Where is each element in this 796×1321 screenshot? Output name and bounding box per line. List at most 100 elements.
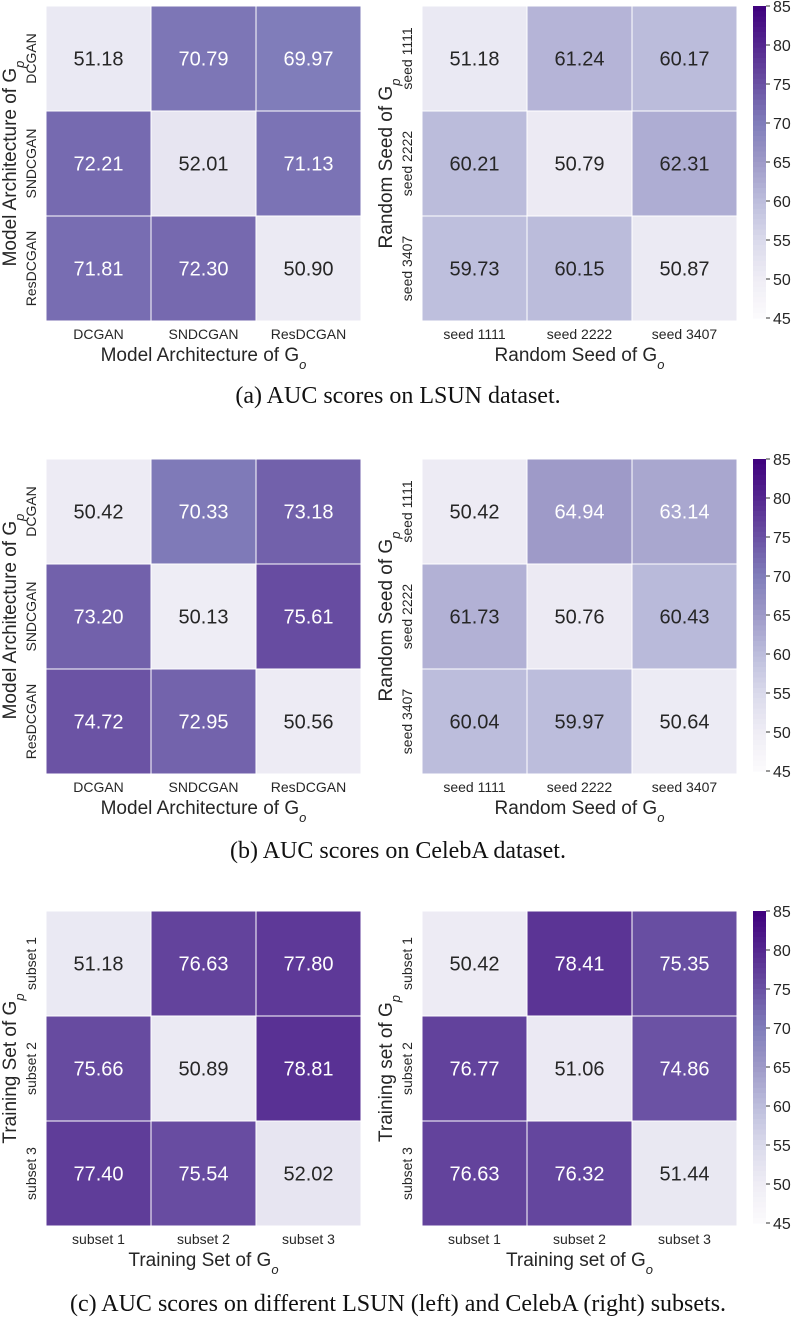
colorbar-segment xyxy=(753,963,766,969)
x-axis-label: Random Seed of Go xyxy=(495,798,665,825)
heatmap-cell xyxy=(255,215,362,322)
heatmap-cell xyxy=(150,563,257,670)
colorbar-segment xyxy=(753,739,766,746)
colorbar-segment xyxy=(753,214,766,220)
x-axis-label: Model Architecture of Go xyxy=(101,345,307,372)
colorbar-segment xyxy=(753,307,766,314)
colorbar-tick-label: 75 xyxy=(773,530,791,547)
heatmap-cell xyxy=(631,910,738,1017)
colorbar-segment xyxy=(753,542,766,548)
colorbar-segment xyxy=(753,1051,766,1058)
cell-value-label: 52.02 xyxy=(283,1164,333,1186)
heatmap-cell xyxy=(150,1120,257,1227)
cell-value-label: 77.40 xyxy=(73,1164,123,1186)
heatmap-cell xyxy=(631,563,738,670)
colorbar-segment xyxy=(753,208,766,215)
y-tick-label: seed 1111 xyxy=(399,480,415,542)
colorbar-segment xyxy=(753,750,766,756)
heatmap-cell xyxy=(255,910,362,1017)
cell-value-label: 50.90 xyxy=(283,259,333,281)
colorbar-segment xyxy=(753,563,766,569)
x-tick-label: DCGAN xyxy=(73,779,124,795)
cell-value-label: 70.79 xyxy=(178,49,228,71)
colorbar-tick-label: 80 xyxy=(773,38,791,55)
colorbar-segment xyxy=(753,1191,766,1198)
x-tick-label: subset 1 xyxy=(448,1231,501,1247)
colorbar-segment xyxy=(753,635,766,642)
x-tick-label: SNDCGAN xyxy=(168,326,238,342)
heatmap-cell xyxy=(421,110,528,217)
colorbar-segment xyxy=(753,719,766,725)
x-tick-label: seed 3407 xyxy=(652,779,718,795)
x-tick-label: subset 1 xyxy=(72,1231,125,1247)
colorbar-segment xyxy=(753,177,766,184)
colorbar-segment xyxy=(753,193,766,199)
colorbar-segment xyxy=(753,968,766,974)
colorbar-segment xyxy=(753,1181,766,1188)
y-tick-label: subset 1 xyxy=(399,937,415,990)
colorbar-segment xyxy=(753,136,766,142)
y-tick-label: seed 2222 xyxy=(399,584,415,650)
colorbar-tick-label: 55 xyxy=(773,1138,791,1155)
x-tick-label: seed 2222 xyxy=(547,326,613,342)
colorbar-tick-label: 85 xyxy=(773,0,791,16)
heatmap-cell xyxy=(45,910,152,1017)
cell-value-label: 50.87 xyxy=(659,259,709,281)
colorbar-segment xyxy=(753,1061,766,1068)
colorbar-segment xyxy=(753,312,766,319)
colorbar-segment xyxy=(753,120,766,127)
colorbar-segment xyxy=(753,146,766,153)
x-tick-label: subset 2 xyxy=(553,1231,606,1247)
cell-value-label: 51.18 xyxy=(449,49,499,71)
heatmap-cell xyxy=(421,910,528,1017)
colorbar-segment xyxy=(753,547,766,554)
colorbar-segment xyxy=(753,661,766,668)
colorbar-segment xyxy=(753,1046,766,1052)
cell-value-label: 50.42 xyxy=(73,502,123,524)
x-tick-label: DCGAN xyxy=(73,326,124,342)
colorbar-segment xyxy=(753,745,766,751)
cell-value-label: 72.95 xyxy=(178,712,228,734)
colorbar-segment xyxy=(753,630,766,637)
y-tick-label: subset 3 xyxy=(399,1147,415,1200)
colorbar-segment xyxy=(753,604,766,611)
colorbar-segment xyxy=(753,1119,766,1125)
colorbar-segment xyxy=(753,1015,766,1021)
colorbar-segment xyxy=(753,1108,766,1115)
colorbar-segment xyxy=(753,1197,766,1203)
colorbar-segment xyxy=(753,947,766,954)
colorbar-segment xyxy=(753,583,766,590)
colorbar-segment xyxy=(753,495,766,502)
colorbar-segment xyxy=(753,1067,766,1073)
heatmap-cell xyxy=(631,668,738,775)
cell-value-label: 76.63 xyxy=(449,1164,499,1186)
colorbar-segment xyxy=(753,589,766,595)
heatmap-cell xyxy=(421,1015,528,1122)
heatmap-cell xyxy=(150,5,257,112)
colorbar-segment xyxy=(753,1165,766,1172)
colorbar-tick-label: 65 xyxy=(773,155,791,172)
colorbar-segment xyxy=(753,6,766,12)
cell-value-label: 72.30 xyxy=(178,259,228,281)
colorbar-segment xyxy=(753,58,766,64)
cell-value-label: 61.73 xyxy=(449,607,499,629)
colorbar-segment xyxy=(753,172,766,179)
colorbar-segment xyxy=(753,474,766,481)
colorbar-segment xyxy=(753,957,766,964)
cell-value-label: 50.89 xyxy=(178,1059,228,1081)
colorbar-segment xyxy=(753,1093,766,1099)
colorbar-segment xyxy=(753,219,766,225)
colorbar-segment xyxy=(753,667,766,673)
heatmap-cell xyxy=(631,1015,738,1122)
colorbar-segment xyxy=(753,271,766,277)
heatmap-cell xyxy=(255,1120,362,1227)
y-tick-label: subset 3 xyxy=(23,1147,39,1200)
cell-value-label: 50.42 xyxy=(449,502,499,524)
colorbar-segment xyxy=(753,942,766,948)
colorbar-segment xyxy=(753,651,766,658)
cell-value-label: 50.79 xyxy=(554,154,604,176)
colorbar-segment xyxy=(753,693,766,699)
colorbar-segment xyxy=(753,656,766,663)
x-tick-label: seed 3407 xyxy=(652,326,718,342)
colorbar-segment xyxy=(753,234,766,241)
